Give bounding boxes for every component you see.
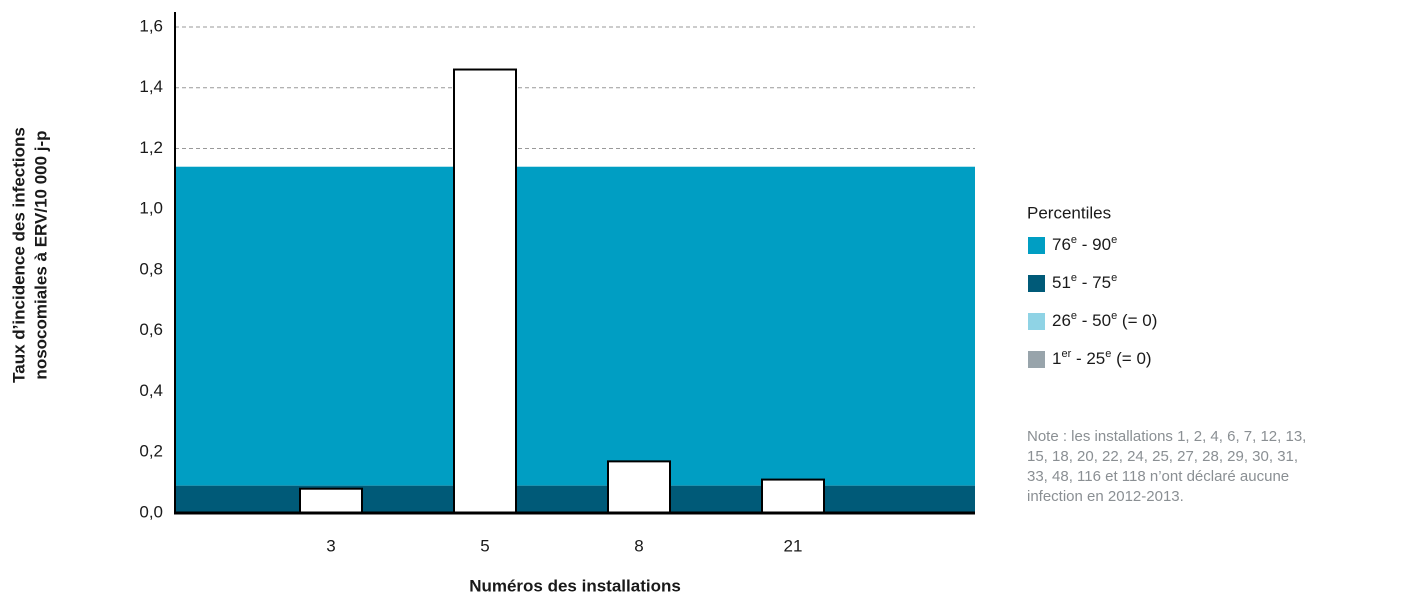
legend-label: 26e - 50e (= 0) <box>1052 310 1157 331</box>
legend-label: 51e - 75e <box>1052 272 1117 293</box>
y-tick-label: 1,0 <box>139 199 163 218</box>
y-axis-title: nosocomiales à ERV/10 000 j-p <box>31 130 50 379</box>
legend-label-part: e <box>1111 310 1117 322</box>
y-tick-label: 0,2 <box>139 442 163 461</box>
x-axis-title: Numéros des installations <box>469 576 681 595</box>
y-tick-label: 0,4 <box>139 381 163 400</box>
legend-label-part: - 50 <box>1077 311 1111 330</box>
bar <box>453 68 517 515</box>
x-tick-label: 8 <box>634 536 643 555</box>
note: Note : les installations 1, 2, 4, 6, 7, … <box>1027 428 1306 445</box>
legend-label-part: - 75 <box>1077 273 1111 292</box>
legend-label-part: 1 <box>1052 349 1061 368</box>
legend-label-part: - 90 <box>1077 235 1111 254</box>
bar <box>607 460 671 514</box>
y-tick-label: 1,2 <box>139 138 163 157</box>
legend-title: Percentiles <box>1027 203 1111 222</box>
y-tick-label: 0,6 <box>139 320 163 339</box>
legend-label-part: er <box>1061 348 1071 360</box>
y-tick-label: 1,4 <box>139 77 163 96</box>
bar <box>761 478 825 514</box>
legend-label-part: 76 <box>1052 235 1071 254</box>
legend-swatch <box>1028 237 1045 254</box>
percentile-band <box>175 166 975 486</box>
legend-swatch <box>1028 313 1045 330</box>
legend-swatch <box>1028 351 1045 368</box>
y-tick-label: 0,8 <box>139 259 163 278</box>
legend-label: 1er - 25e (= 0) <box>1052 348 1152 369</box>
legend-label-part: e <box>1111 272 1117 284</box>
y-tick-label: 1,6 <box>139 16 163 35</box>
y-tick-label: 0,0 <box>139 502 163 521</box>
x-tick-label: 5 <box>480 536 489 555</box>
legend-label-part: (= 0) <box>1111 349 1151 368</box>
legend-label-part: e <box>1071 310 1077 322</box>
note: 15, 18, 20, 22, 24, 25, 27, 28, 29, 30, … <box>1027 448 1298 465</box>
x-tick-label: 3 <box>326 536 335 555</box>
legend-label-part: 26 <box>1052 311 1071 330</box>
legend-label-part: 51 <box>1052 273 1071 292</box>
y-axis-title: Taux d’incidence des infections <box>9 127 28 383</box>
legend-label-part: e <box>1071 272 1077 284</box>
legend-label-part: - 25 <box>1071 349 1105 368</box>
x-tick-label: 21 <box>784 536 803 555</box>
legend-label-part: e <box>1105 348 1111 360</box>
note: infection en 2012-2013. <box>1027 488 1184 505</box>
legend-swatch <box>1028 275 1045 292</box>
legend-label-part: e <box>1071 234 1077 246</box>
legend-label-part: e <box>1111 234 1117 246</box>
bar <box>299 487 363 515</box>
legend-label-part: (= 0) <box>1117 311 1157 330</box>
note: 33, 48, 116 et 118 n’ont déclaré aucune <box>1027 468 1289 485</box>
legend-label: 76e - 90e <box>1052 234 1117 255</box>
percentile-band <box>175 485 975 513</box>
